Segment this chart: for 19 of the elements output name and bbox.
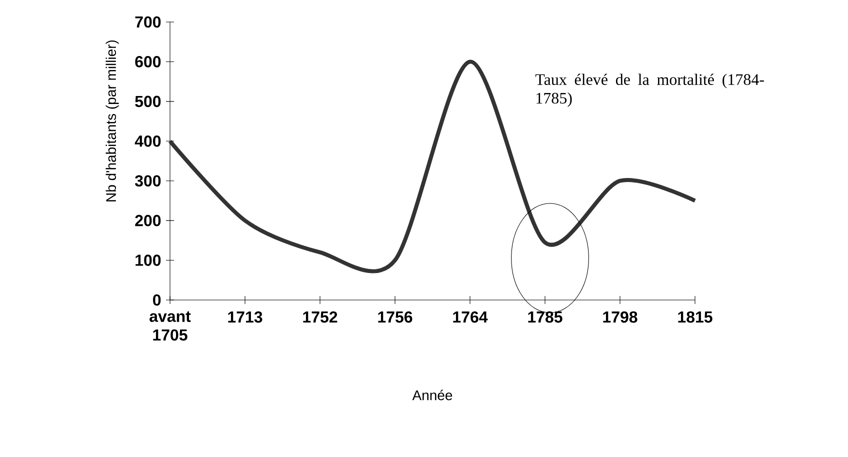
x-tick-label: 1798 [603, 311, 638, 323]
y-tick-label: 0 [153, 294, 161, 306]
x-tick-label: 1752 [303, 311, 338, 323]
x-tick-label: 1785 [528, 311, 562, 323]
x-tick-label: 1756 [378, 311, 412, 323]
x-axis-title: Année [412, 390, 452, 400]
y-tick-label: 100 [136, 254, 161, 266]
x-tick-label: 1815 [678, 311, 712, 323]
y-tick-label: 400 [134, 135, 161, 147]
y-tick-label: 600 [135, 56, 161, 68]
annotation: Taux élevé de la mortalité (1784-1785) [535, 74, 764, 107]
y-tick-label: 500 [135, 96, 161, 108]
y-tick-label: 300 [134, 175, 161, 187]
x-tick-label: avant 1705 [150, 311, 191, 341]
y-tick-label: 200 [135, 214, 161, 226]
x-tick-label: 1764 [453, 311, 488, 323]
y-axis-title: Nb d'habitants (par millier) [106, 40, 119, 202]
y-tick-label: 700 [135, 16, 161, 28]
x-tick-label: 1713 [228, 311, 262, 323]
